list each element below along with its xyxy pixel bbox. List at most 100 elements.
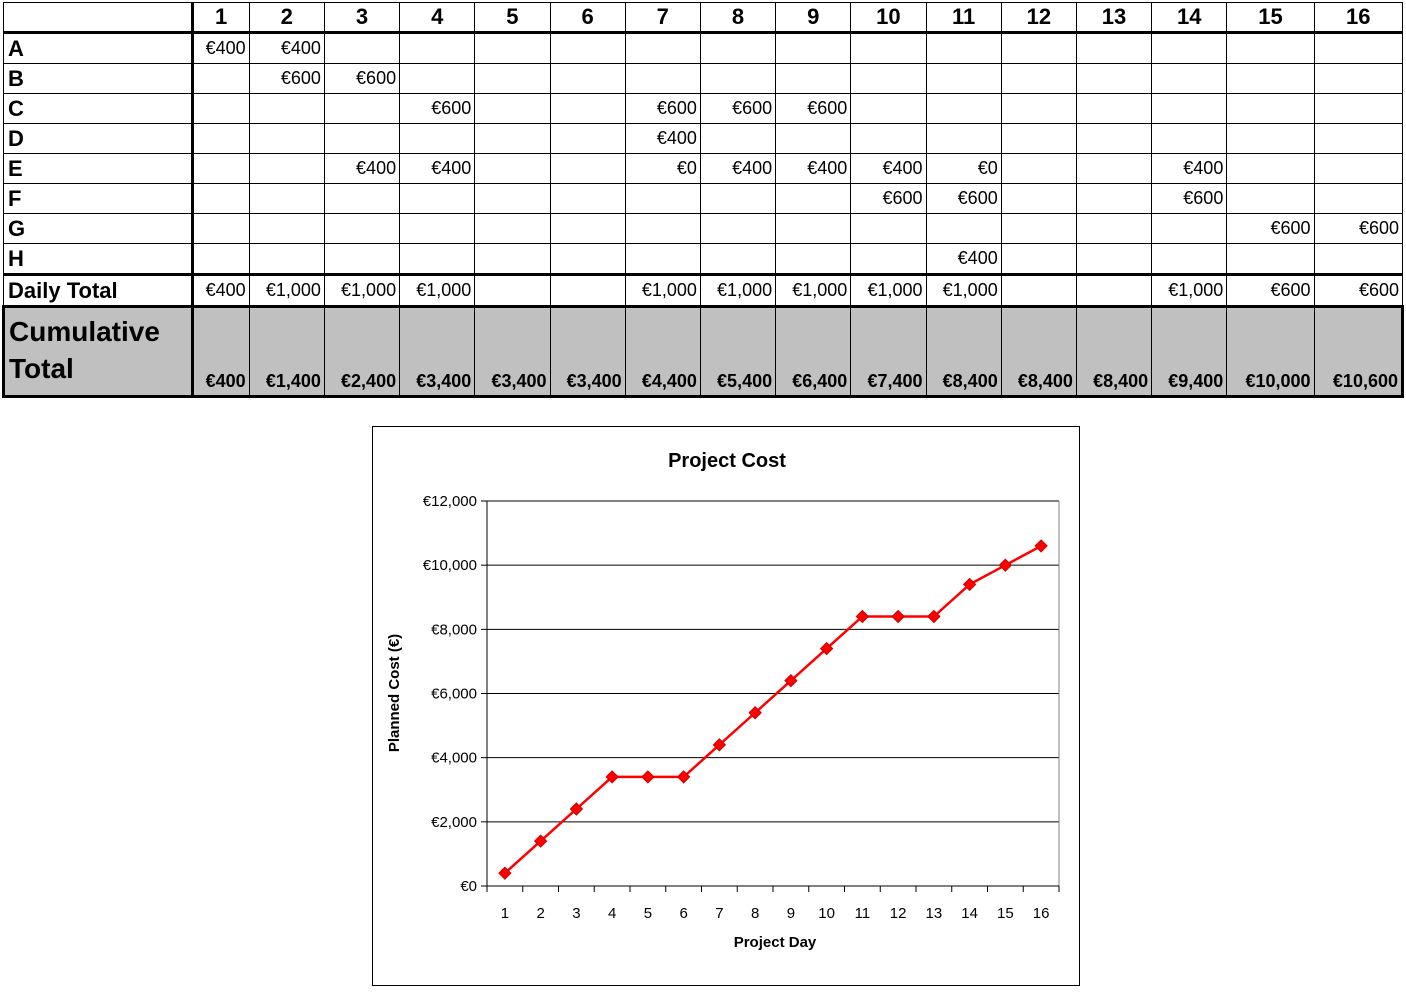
- cost-cell: [248, 153, 325, 184]
- cost-cell: [1313, 32, 1404, 64]
- day-header-cell: 5: [474, 2, 551, 34]
- row-label: C: [3, 93, 194, 124]
- cost-cell: [1313, 93, 1404, 124]
- cost-cell: [699, 63, 777, 94]
- task-row: D €400: [3, 123, 1404, 154]
- x-tick-label: 3: [572, 905, 580, 922]
- x-tick-label: 2: [536, 905, 544, 922]
- cost-cell: €1,000: [624, 273, 701, 307]
- cost-cell: [1000, 243, 1077, 275]
- cost-cell: €10,000: [1226, 305, 1315, 398]
- cost-cell: €3,400: [399, 305, 476, 398]
- data-point-marker: [855, 609, 870, 624]
- cost-cell: [191, 213, 250, 244]
- cost-cell: [474, 153, 551, 184]
- row-label: E: [3, 153, 194, 184]
- y-tick-label: €0: [460, 878, 477, 895]
- data-point-marker: [748, 706, 762, 720]
- data-point-marker: [712, 738, 727, 752]
- day-header-cell: 15: [1226, 2, 1315, 34]
- cost-cell: [850, 32, 927, 64]
- x-tick-label: 5: [644, 905, 652, 922]
- cost-cell: [474, 93, 551, 124]
- cost-cell: €400: [925, 243, 1002, 275]
- cost-cell: €600: [248, 63, 325, 94]
- project-cost-chart: Project Cost Project Day Planned Cost (€…: [372, 426, 1080, 986]
- day-header-cell: 16: [1313, 2, 1404, 34]
- cost-cell: [1313, 153, 1404, 184]
- row-label: F: [3, 183, 194, 214]
- cost-cell: €7,400: [850, 305, 927, 398]
- cost-cell: €600: [399, 93, 476, 124]
- cost-cell: €400: [624, 123, 701, 154]
- cost-cell: [775, 32, 852, 64]
- cost-cell: [850, 213, 927, 244]
- day-header-cell: 4: [399, 2, 476, 34]
- cost-cell: [624, 32, 701, 64]
- cost-cell: [323, 123, 401, 154]
- x-tick-label: 6: [679, 905, 687, 922]
- task-row: C €600 €600 €600 €600: [3, 93, 1404, 124]
- cost-cell: [1000, 183, 1077, 214]
- cost-cell: [699, 123, 777, 154]
- cost-cell: [775, 183, 852, 214]
- row-label: B: [3, 63, 194, 94]
- x-tick-label: 9: [787, 905, 795, 922]
- cost-cell: [549, 93, 626, 124]
- cost-cell: [850, 63, 927, 94]
- cost-cell: [191, 123, 250, 154]
- cost-cell: [1313, 243, 1404, 275]
- cost-cell: [399, 32, 476, 64]
- x-tick-label: 12: [890, 905, 907, 922]
- cost-cell: [1313, 183, 1404, 214]
- x-tick-label: 15: [997, 905, 1014, 922]
- cost-cell: [775, 243, 852, 275]
- cost-cell: [1000, 123, 1077, 154]
- cost-cell: [248, 213, 325, 244]
- cost-cell: [1075, 93, 1153, 124]
- cost-cell: [624, 243, 701, 275]
- cost-cell: [624, 183, 701, 214]
- cost-cell: [1313, 123, 1404, 154]
- axes: [481, 500, 1060, 892]
- cost-cell: [248, 123, 325, 154]
- cost-cell: [191, 183, 250, 214]
- y-tick-label: €4,000: [431, 750, 477, 767]
- cost-cell: [850, 123, 927, 154]
- data-point-marker: [962, 577, 977, 592]
- task-rows: A €400 €400 B €600 €600 C €600 €600 €600 €600 D €400…: [3, 32, 1404, 275]
- cost-cell: [699, 243, 777, 275]
- cost-cell: [775, 123, 852, 154]
- cost-cell: [323, 213, 401, 244]
- task-row: A €400 €400: [3, 32, 1404, 64]
- cost-cell: [549, 243, 626, 275]
- cost-cell: [323, 183, 401, 214]
- series-line: [504, 544, 1042, 875]
- row-label: G: [3, 213, 194, 244]
- task-row: H €400: [3, 243, 1404, 275]
- cost-cell: [474, 243, 551, 275]
- cost-cell: €400: [1151, 153, 1228, 184]
- cost-cell: [191, 153, 250, 184]
- day-header-cell: 7: [624, 2, 701, 34]
- cost-cell: [1075, 153, 1153, 184]
- cost-cell: [1151, 93, 1228, 124]
- cost-cell: [1226, 153, 1315, 184]
- cost-cell: €1,000: [775, 273, 852, 307]
- cost-cell: [925, 213, 1002, 244]
- cost-cell: [323, 32, 401, 64]
- data-point-marker: [605, 770, 619, 784]
- header-corner-cell: [3, 2, 194, 34]
- cost-cell: €600: [323, 63, 401, 94]
- y-axis-title: Planned Cost (€): [386, 634, 403, 752]
- cost-cell: [549, 213, 626, 244]
- cost-cell: [699, 183, 777, 214]
- chart-canvas: Project Cost Project Day Planned Cost (€…: [386, 450, 1060, 951]
- daily-total-rows: Daily Total €400 €1,000 €1,000 €1,000 €1,000 €…: [3, 273, 1404, 307]
- cost-cell: [1075, 63, 1153, 94]
- cost-cell: [191, 63, 250, 94]
- cost-cell: [850, 243, 927, 275]
- cost-cell: €600: [624, 93, 701, 124]
- cost-cell: [1075, 273, 1153, 307]
- day-header-cell: 1: [191, 2, 250, 34]
